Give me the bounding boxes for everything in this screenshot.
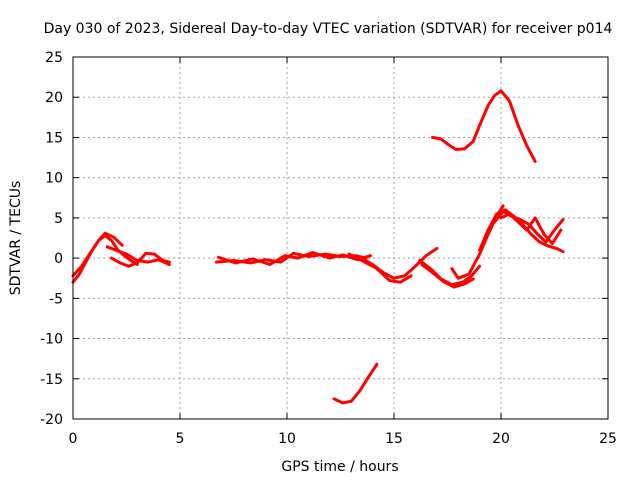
series-line-seg-16 [431,89,537,164]
x-tick-label: 20 [492,431,510,447]
plot-frame [72,56,609,420]
series-line-seg-10 [420,263,475,289]
y-tick-label: -15 [40,372,63,388]
y-tick-label: -20 [40,412,63,428]
series-line-seg-2 [71,231,124,278]
series-line-seg-4 [105,245,171,266]
y-tick-label: 25 [45,50,63,66]
x-tick-labels: 0 5 10 15 20 25 [69,431,617,447]
data-series [71,89,565,405]
grid-lines [73,57,608,419]
chart-title: Day 030 of 2023, Sidereal Day-to-day VTE… [44,21,613,37]
series-line-seg-8 [347,252,413,284]
y-tick-labels: -20 -15 -10 -5 0 5 10 15 20 25 [40,50,63,428]
x-tick-label: 5 [176,431,185,447]
y-tick-label: 5 [54,211,63,227]
x-axis-label: GPS time / hours [281,459,398,475]
x-tick-label: 25 [599,431,617,447]
y-axis-label: SDTVAR / TECUs [8,181,24,296]
series-line-seg-12 [478,208,565,254]
y-tick-label: 15 [45,130,63,146]
y-tick-label: -10 [40,332,63,348]
x-tick-label: 15 [385,431,403,447]
y-tick-label: 0 [54,251,63,267]
y-tick-label: -5 [49,291,63,307]
series-line-seg-14 [499,212,563,246]
axis-ticks [72,56,609,420]
series-line-seg-1 [71,234,139,284]
series-line-seg-13 [493,210,565,244]
series-line-seg-6 [217,251,372,266]
y-tick-label: 20 [45,90,63,106]
y-tick-label: 10 [45,171,63,187]
series-line-seg-15 [332,362,379,405]
x-tick-label: 10 [278,431,296,447]
x-tick-label: 0 [69,431,78,447]
